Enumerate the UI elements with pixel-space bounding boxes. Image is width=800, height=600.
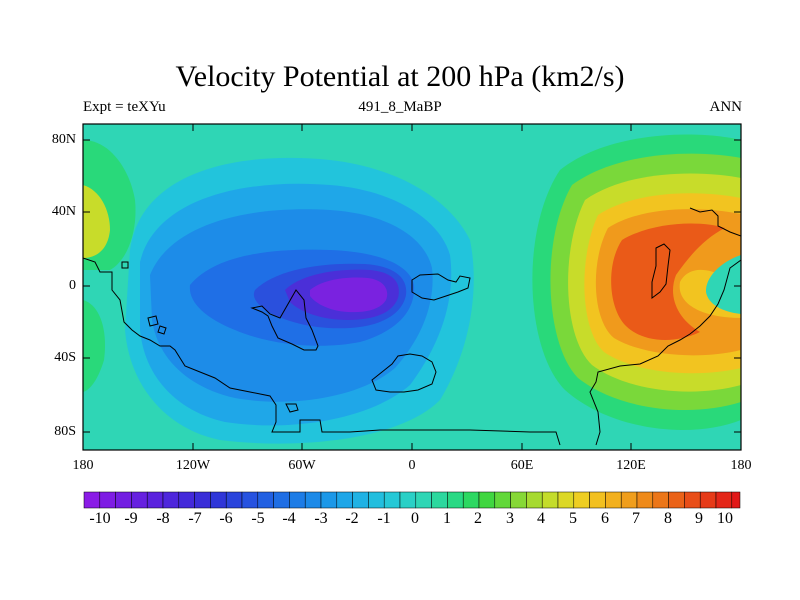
colorbar-label: 4: [537, 510, 545, 527]
colorbar-bin: [146, 491, 164, 509]
colorbar-bin: [715, 491, 733, 509]
colorbar-bin: [336, 491, 353, 509]
colorbar-bin: [731, 491, 741, 509]
contour-field: [83, 124, 741, 450]
colorbar-bin: [273, 491, 290, 509]
colorbar-label: 0: [411, 510, 419, 527]
colorbar-bin: [494, 491, 511, 509]
colorbar-bin: [320, 491, 338, 509]
coastline-americas: [83, 257, 561, 446]
colorbar-label: -7: [188, 510, 202, 527]
colorbar-bin: [289, 491, 306, 509]
colorbar-label: -9: [124, 510, 138, 527]
colorbar-bin: [636, 491, 654, 509]
lon-label-0: 0: [408, 458, 416, 473]
colorbar-bin: [557, 491, 575, 509]
lat-label-40s: 40S: [54, 350, 76, 365]
colorbar-bin: [573, 491, 590, 509]
colorbar-label: -6: [219, 510, 233, 527]
colorbar-label: 2: [474, 510, 482, 527]
coastline-islands: [121, 261, 299, 413]
colorbar-bin: [178, 491, 195, 509]
colorbar-bin: [99, 491, 116, 509]
colorbar-label: 6: [601, 510, 609, 527]
lat-label-80n: 80N: [51, 132, 76, 147]
coastline-africa: [411, 273, 471, 301]
colorbar-bin: [589, 491, 606, 509]
colorbar-bin: [194, 491, 211, 509]
colorbar-bin: [383, 491, 401, 509]
lon-label-180w: 180: [72, 458, 94, 473]
colorbar-bin: [462, 491, 480, 509]
period-label: 491_8_MaBP: [358, 99, 442, 115]
colorbar-label: -1: [377, 510, 391, 527]
coastline-asia: [589, 207, 741, 446]
lat-label-40n: 40N: [51, 204, 76, 219]
lat-label-eq: 0: [69, 278, 76, 293]
lat-label-80s: 80S: [54, 424, 76, 439]
colorbar-label: 3: [506, 510, 514, 527]
lon-label-180e: 180: [730, 458, 752, 473]
colorbar-bin: [225, 491, 243, 509]
contour-east-edge: [705, 255, 741, 314]
colorbar-bin: [352, 491, 369, 509]
lon-label-120e: 120E: [616, 458, 646, 473]
colorbar-bin: [368, 491, 385, 509]
colorbar-bin: [399, 491, 417, 509]
colorbar-label: -8: [156, 510, 170, 527]
colorbar-bin: [478, 491, 496, 509]
colorbar-bin: [115, 491, 132, 509]
map-title: Velocity Potential at 200 hPa (km2/s): [175, 60, 625, 93]
colorbar-bin: [605, 491, 622, 509]
colorbar: [83, 491, 741, 509]
colorbar-bin: [526, 491, 543, 509]
contour-west-edge-2: [83, 185, 110, 258]
contour-minus-7: [310, 277, 388, 313]
colorbar-bin: [210, 491, 227, 509]
colorbar-label: 8: [664, 510, 672, 527]
colorbar-bin: [415, 491, 432, 509]
colorbar-label: -2: [345, 510, 359, 527]
experiment-label: Expt = teXYu: [83, 99, 166, 115]
coastline-south-america: [250, 289, 319, 351]
colorbar-label: -5: [251, 510, 265, 527]
colorbar-label: -4: [282, 510, 296, 527]
colorbar-bin: [510, 491, 527, 509]
colorbar-bin: [257, 491, 274, 509]
colorbar-bin: [83, 491, 101, 509]
colorbar-bin: [162, 491, 180, 509]
lon-label-60w: 60W: [288, 458, 316, 473]
tick-marks: [83, 124, 741, 450]
colorbar-bin: [304, 491, 322, 509]
coastline-australia: [371, 353, 437, 393]
coastlines: [83, 207, 741, 446]
colorbar-bin: [447, 491, 464, 509]
colorbar-label: 9: [695, 510, 703, 527]
colorbar-label: 5: [569, 510, 577, 527]
colorbar-label: 7: [632, 510, 640, 527]
colorbar-bin: [541, 491, 559, 509]
colorbar-bin: [684, 491, 701, 509]
colorbar-bin: [241, 491, 259, 509]
lon-label-60e: 60E: [510, 458, 534, 473]
colorbar-bin: [131, 491, 148, 509]
colorbar-bin: [620, 491, 638, 509]
colorbar-bin: [699, 491, 717, 509]
contour-plus-6: [611, 223, 725, 340]
season-label: ANN: [709, 99, 743, 115]
lon-label-120w: 120W: [175, 458, 211, 473]
colorbar-bin: [431, 491, 448, 509]
contour-west-edge-3: [83, 300, 106, 392]
colorbar-label: -10: [89, 510, 111, 527]
colorbar-label: -3: [314, 510, 328, 527]
colorbar-label: 10: [717, 510, 733, 527]
colorbar-bin: [668, 491, 685, 509]
coastline-india: [651, 243, 671, 299]
colorbar-bin: [652, 491, 669, 509]
colorbar-label: 1: [443, 510, 451, 527]
